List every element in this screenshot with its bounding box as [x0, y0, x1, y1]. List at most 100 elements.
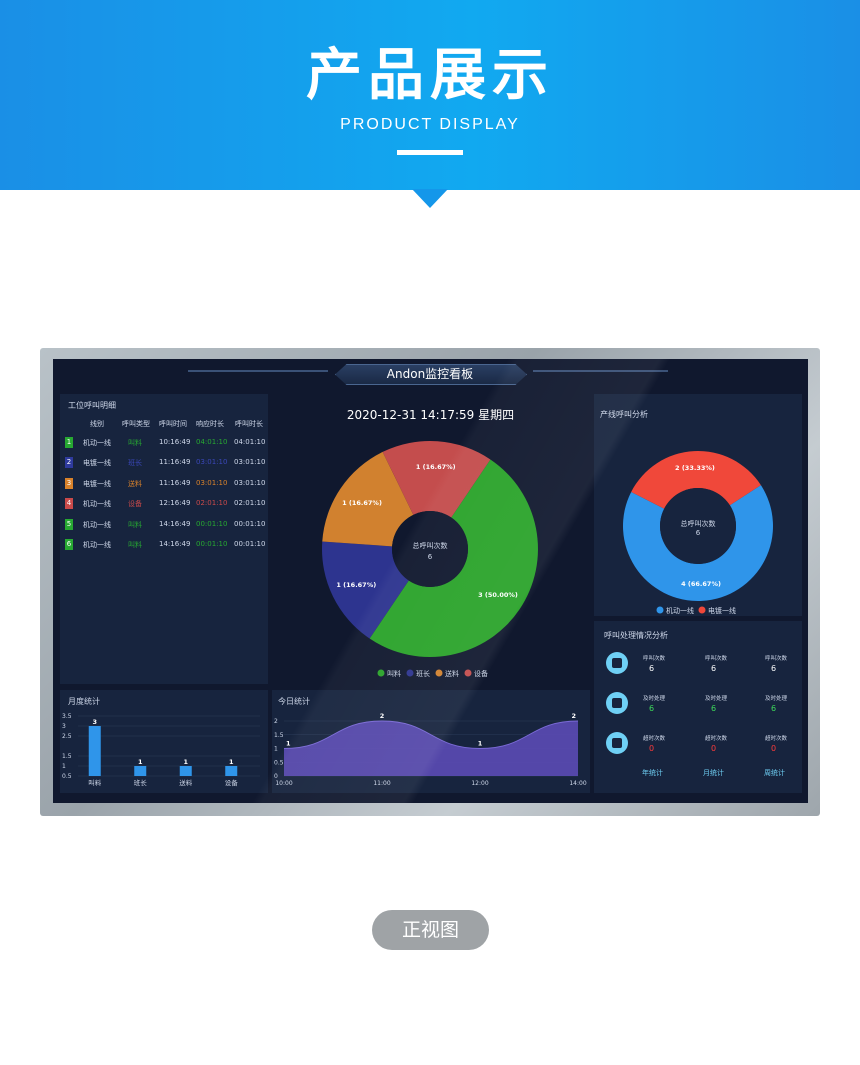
handling-label: 超时次数	[705, 736, 728, 742]
row-line: 电镀一线	[83, 479, 111, 488]
row-call-time: 11:16:49	[159, 478, 191, 487]
area-fill	[284, 721, 578, 776]
area-x-label: 10:00	[275, 780, 292, 787]
call-type-slice	[322, 451, 414, 547]
line-pie-center-label: 总呼叫次数	[681, 519, 716, 528]
dashboard-title: Andon监控看板	[386, 367, 474, 381]
row-response: 00:01:10	[196, 540, 228, 548]
bar	[179, 766, 192, 776]
call-detail-panel: 工位呼叫明细 线别 呼叫类型 呼叫时间 响应时长 呼叫时长 1 机动一线 叫料 10:16:49…	[60, 394, 268, 684]
row-response: 04:01:10	[196, 438, 228, 446]
area-x-label: 12:00	[471, 780, 488, 787]
call-handling-panel: 呼叫处理情况分析 呼叫次数 6 呼叫次数 6 呼叫次数 6 及时处理 6 及时处理 6 及时处理 6 超…	[594, 621, 802, 793]
today-panel: 今日统计 2 1.5 1 0.5 0 1 10:00 2 11:00 1 12:00 2 14:00	[272, 690, 590, 793]
legend-dot	[377, 669, 385, 677]
handling-value: 0	[649, 744, 655, 753]
clock-refresh-icon	[606, 692, 628, 714]
legend-label: 班长	[416, 669, 430, 678]
handling-value: 6	[711, 704, 717, 713]
area-y-tick: 2	[274, 718, 278, 725]
title-deco-right	[533, 370, 668, 372]
row-line: 机动一线	[83, 520, 111, 529]
row-response: 03:01:10	[196, 458, 228, 467]
title-underline	[397, 150, 463, 155]
monthly-bar-chart: 3.5 3 2.5 1.5 1 0.5 3 叫料 1 班长 1 送料 1 设备	[62, 713, 260, 787]
handling-label: 及时处理	[705, 696, 728, 702]
bar-x-label: 班长	[134, 778, 148, 787]
legend-label: 送料	[445, 669, 459, 678]
row-number-badge: 2	[65, 457, 73, 469]
row-call-time: 12:16:49	[159, 499, 191, 508]
row-call-type: 送料	[128, 479, 142, 488]
icon-glyph	[612, 698, 622, 708]
handling-label: 及时处理	[643, 696, 666, 702]
phone-icon	[606, 652, 628, 674]
call-type-pie: 3 (50.00%) 1 (16.67%) 1 (16.67%) 1 (16.67%)…	[322, 441, 538, 678]
today-title: 今日统计	[278, 697, 310, 706]
row-response: 03:01:10	[196, 478, 228, 487]
row-call-time: 14:16:49	[159, 540, 191, 548]
handling-value: 6	[711, 664, 717, 673]
row-call-type: 叫料	[128, 541, 142, 549]
call-type-slice-label: 1 (16.67%)	[416, 463, 456, 471]
bar	[88, 726, 101, 776]
bar-value-label: 1	[183, 758, 188, 766]
area-value-label: 1	[286, 740, 291, 748]
handling-value: 6	[771, 664, 777, 673]
line-legend-label: 电镀一线	[708, 606, 736, 614]
area-y-tick: 1	[274, 746, 278, 753]
title-bar	[335, 364, 527, 385]
table-header-cell: 呼叫类型	[122, 420, 150, 428]
handling-footer-label: 周统计	[764, 769, 785, 777]
bar	[134, 766, 147, 776]
monthly-title: 月度统计	[68, 697, 100, 706]
row-response: 00:01:10	[196, 519, 228, 528]
table-header-cell: 线别	[90, 420, 104, 428]
table-header-cell: 呼叫时长	[235, 420, 263, 428]
banner-arrow	[412, 189, 448, 208]
line-legend-dot	[656, 606, 664, 614]
datetime: 2020-12-31 14:17:59 星期四	[346, 408, 515, 422]
dashboard-screen: Andon监控看板 工位呼叫明细 线别 呼叫类型 呼叫时间 响应时长 呼叫时长 1 机动一线…	[53, 359, 808, 803]
legend-label: 叫料	[387, 669, 401, 678]
handling-label: 及时处理	[765, 696, 788, 702]
row-number-badge: 6	[65, 539, 73, 550]
call-type-slice	[322, 541, 409, 639]
line-legend-dot	[698, 606, 706, 614]
line-slice-label: 4 (66.67%)	[681, 580, 721, 588]
row-line: 机动一线	[83, 439, 111, 447]
call-type-slice	[369, 459, 538, 657]
row-call-time: 14:16:49	[159, 519, 191, 528]
row-number-badge: 1	[65, 437, 73, 448]
bar-y-tick: 1	[62, 763, 66, 770]
call-type-slice-label: 3 (50.00%)	[478, 591, 518, 599]
row-response: 02:01:10	[196, 499, 228, 508]
table-header-cell: 呼叫时间	[159, 420, 187, 428]
page-subtitle: PRODUCT DISPLAY	[340, 116, 520, 133]
row-call-type: 叫料	[128, 439, 142, 447]
view-caption: 正视图	[372, 910, 489, 950]
line-pie-center-value: 6	[696, 529, 701, 537]
bar-y-tick: 0.5	[62, 773, 72, 780]
row-line: 机动一线	[83, 541, 111, 549]
row-call-type: 班长	[128, 459, 142, 468]
row-duration: 03:01:10	[234, 478, 266, 487]
area-y-tick: 0.5	[274, 759, 284, 766]
legend-dot	[435, 669, 443, 677]
bar-x-label: 叫料	[88, 778, 102, 787]
area-value-label: 2	[380, 712, 385, 720]
handling-label: 超时次数	[765, 736, 788, 742]
row-duration: 03:01:10	[234, 458, 266, 467]
row-call-time: 10:16:49	[159, 438, 191, 446]
row-duration: 00:01:10	[234, 519, 266, 528]
handling-label: 呼叫次数	[643, 656, 666, 662]
pie-center-label: 总呼叫次数	[413, 541, 448, 550]
area-y-tick: 0	[274, 773, 278, 780]
handling-value: 0	[711, 744, 717, 753]
area-value-label: 1	[478, 740, 483, 748]
handling-value: 6	[649, 704, 655, 713]
title-deco-left	[188, 370, 328, 372]
handling-label: 呼叫次数	[705, 656, 728, 662]
